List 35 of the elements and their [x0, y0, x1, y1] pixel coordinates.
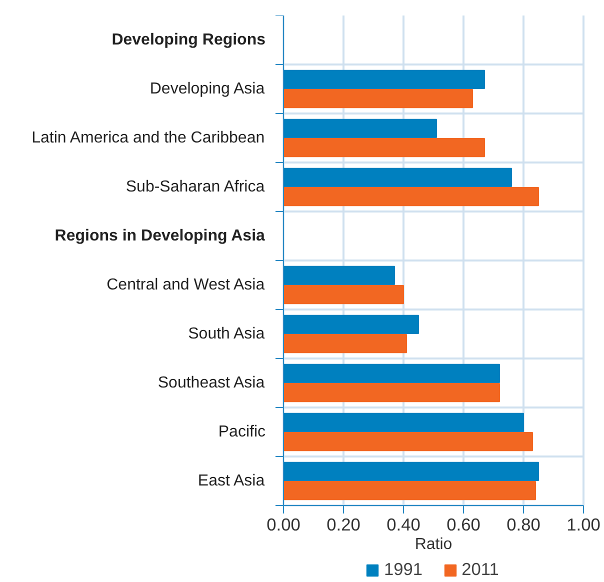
- y-tick-label: Sub-Saharan Africa: [126, 178, 265, 196]
- bar: [283, 88, 473, 108]
- y-tick-label: Developing Asia: [150, 80, 265, 98]
- bar: [283, 364, 500, 384]
- bar: [283, 382, 500, 402]
- bar: [283, 186, 539, 206]
- y-tick-label: Developing Regions: [112, 32, 266, 48]
- x-tick-label: 0.00: [266, 514, 300, 534]
- y-tick-label: Regions in Developing Asia: [54, 228, 266, 244]
- y-tick-label: South Asia: [188, 326, 265, 342]
- y-tick-label: Latin America and the Caribbean: [32, 130, 265, 146]
- bar: [283, 462, 539, 482]
- bar: [283, 138, 485, 158]
- y-tick-label: Southeast Asia: [158, 374, 265, 392]
- bar: [283, 266, 395, 286]
- x-tick-label: 1.00: [566, 514, 600, 534]
- bar: [283, 118, 437, 138]
- legend-label: 2011: [462, 559, 499, 580]
- bar: [283, 70, 485, 90]
- x-tick-label: 0.40: [386, 514, 420, 534]
- bar: [283, 284, 404, 304]
- bar: [283, 314, 419, 334]
- x-axis-title: Ratio: [414, 536, 452, 553]
- bar: [283, 432, 533, 452]
- y-tick-label: Pacific: [218, 424, 266, 440]
- legend-label: 1991: [384, 559, 423, 580]
- y-tick-label: Central and West Asia: [106, 276, 265, 294]
- x-tick-label: 0.20: [326, 514, 360, 534]
- x-tick-label: 0.80: [506, 514, 540, 534]
- bar: [283, 480, 536, 500]
- bar: [283, 168, 512, 188]
- bar: [283, 334, 407, 354]
- bar: [283, 412, 524, 432]
- x-tick-label: 0.60: [446, 514, 480, 534]
- y-tick-label: East Asia: [198, 472, 265, 490]
